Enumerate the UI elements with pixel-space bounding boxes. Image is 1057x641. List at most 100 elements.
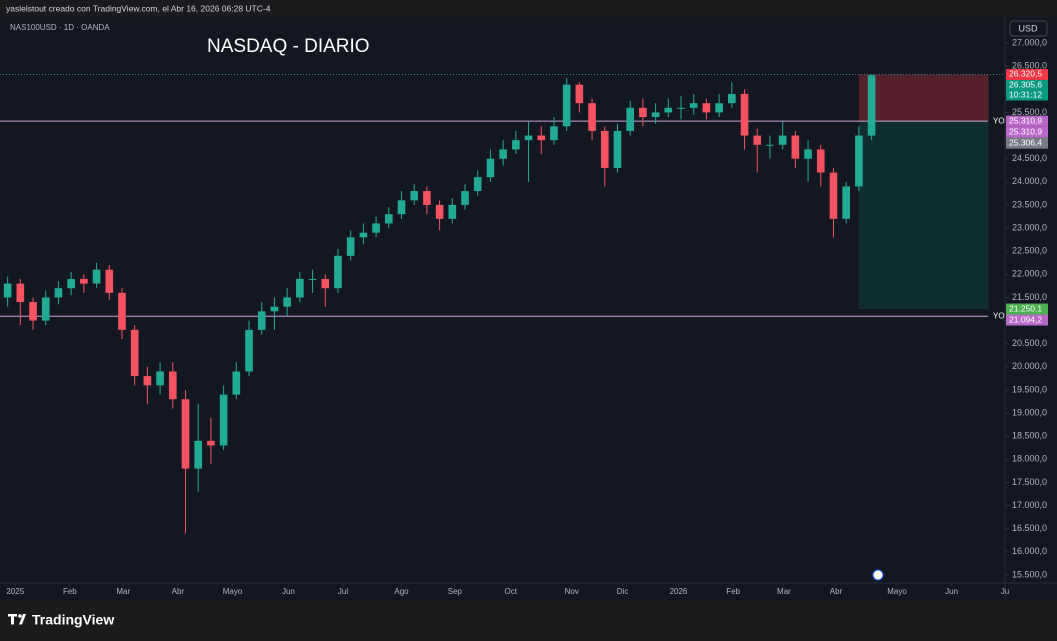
y-tick-label: 15.500,0	[1012, 569, 1047, 579]
price-label-box	[1006, 303, 1048, 315]
y-tick-label: 22.000,0	[1012, 269, 1047, 279]
x-tick-label: Abr	[172, 587, 185, 596]
price-label: 26.320,5	[1009, 69, 1042, 79]
candle-body	[308, 278, 317, 280]
candle-body	[816, 149, 825, 173]
candle-body	[410, 191, 419, 201]
candle-body	[118, 292, 126, 330]
price-label-box	[1006, 126, 1048, 138]
candle-body	[486, 158, 495, 178]
candle-body	[740, 93, 749, 136]
y-tick-label: 23.500,0	[1012, 199, 1047, 209]
candle-body	[867, 75, 876, 136]
candle-body	[512, 140, 520, 150]
candle-body	[29, 302, 37, 321]
y-tick-label: 22.500,0	[1012, 246, 1047, 256]
candle-body	[829, 172, 838, 219]
price-label: 25.310,9	[1009, 126, 1042, 136]
price-label: 26.305,6	[1009, 80, 1042, 90]
x-tick-label: Nov	[565, 587, 579, 596]
y-tick-label: 19.500,0	[1012, 384, 1047, 394]
x-tick-label: Sep	[448, 587, 463, 596]
candle-body	[715, 103, 723, 113]
y-tick-label: 24.000,0	[1012, 176, 1047, 186]
candle-body	[575, 84, 584, 104]
candle-body	[855, 135, 863, 187]
candle-body	[804, 149, 812, 159]
countdown: 10:31:12	[1009, 90, 1042, 100]
candle-body	[728, 93, 736, 104]
candle-body	[613, 130, 622, 168]
price-label: 21.094,2	[1009, 314, 1042, 324]
stop-zone	[858, 74, 989, 122]
candle-body	[16, 283, 25, 303]
plot: 15.500,0 16.000,0 16.500,0 17.000,0 17.500,0…	[0, 37, 1048, 596]
symbol: NAS100USD · 1D · OANDA	[10, 23, 110, 32]
candle-body	[766, 144, 774, 146]
y-tick-label: 18.500,0	[1012, 431, 1047, 441]
horizontal-line-label: YO	[993, 311, 1005, 320]
chart-title: NASDAQ - DIARIO	[207, 36, 370, 57]
y-tick-label: 21.500,0	[1012, 292, 1047, 302]
chart-panel	[0, 17, 1057, 600]
candle-body	[626, 107, 635, 131]
candle-body	[194, 440, 203, 469]
price-label-box	[1006, 79, 1048, 91]
candle-body	[677, 107, 685, 109]
candle-body	[550, 126, 558, 141]
x-tick-label: Jul	[338, 587, 348, 596]
candle-body	[600, 130, 609, 168]
y-tick-label: 17.000,0	[1012, 500, 1047, 510]
candle-body	[384, 214, 393, 224]
horizontal-line-label: YO	[993, 116, 1005, 125]
candle-body	[296, 278, 304, 298]
candle-body	[537, 135, 546, 141]
candle-body	[130, 329, 139, 377]
price-label-box	[1006, 137, 1048, 149]
candle-body	[753, 135, 762, 145]
candle-body	[245, 329, 253, 372]
candle-body	[689, 103, 698, 108]
candle-body	[448, 204, 457, 219]
currency-box[interactable]	[1009, 20, 1048, 37]
y-tick-label: 25.500,0	[1012, 107, 1047, 117]
x-tick-label: Dic	[617, 587, 629, 596]
y-tick-label: 19.000,0	[1012, 407, 1047, 417]
y-tick-label: 16.500,0	[1012, 523, 1047, 533]
countdown-box	[1006, 90, 1048, 101]
x-tick-label: Abr	[830, 587, 843, 596]
candle-body	[257, 311, 266, 330]
candle-body	[359, 232, 368, 238]
candle-body	[105, 269, 114, 293]
brand: TradingView	[32, 612, 114, 628]
candle-body	[80, 278, 88, 284]
candle-body	[41, 297, 50, 321]
candle-body	[219, 394, 228, 446]
event-flag[interactable]	[872, 569, 884, 581]
x-tick-label: Mar	[116, 587, 130, 596]
x-tick-label: Feb	[726, 587, 740, 596]
y-tick-label: 23.000,0	[1012, 222, 1047, 232]
logo	[8, 614, 26, 625]
candle-body	[168, 371, 177, 400]
candle-body	[499, 149, 507, 159]
candle-body	[346, 237, 355, 256]
currency: USD	[1018, 23, 1038, 33]
y-tick-label: 20.500,0	[1012, 338, 1047, 348]
x-tick-label: Feb	[63, 587, 77, 596]
y-tick-label: 20.000,0	[1012, 361, 1047, 371]
y-tick-label: 24.500,0	[1012, 153, 1047, 163]
candle-body	[473, 177, 482, 192]
x-tick-label: Jun	[945, 587, 958, 596]
candle-body	[372, 223, 380, 233]
candle-body	[270, 306, 279, 312]
candle-body	[562, 84, 571, 127]
candle-body	[67, 278, 75, 289]
price-label: 25.306,4	[1009, 137, 1042, 147]
candle-body	[664, 107, 673, 113]
x-tick-label: Oct	[505, 587, 518, 596]
candle-body	[778, 135, 787, 145]
candle-body	[524, 135, 533, 141]
candle-body	[702, 103, 711, 113]
